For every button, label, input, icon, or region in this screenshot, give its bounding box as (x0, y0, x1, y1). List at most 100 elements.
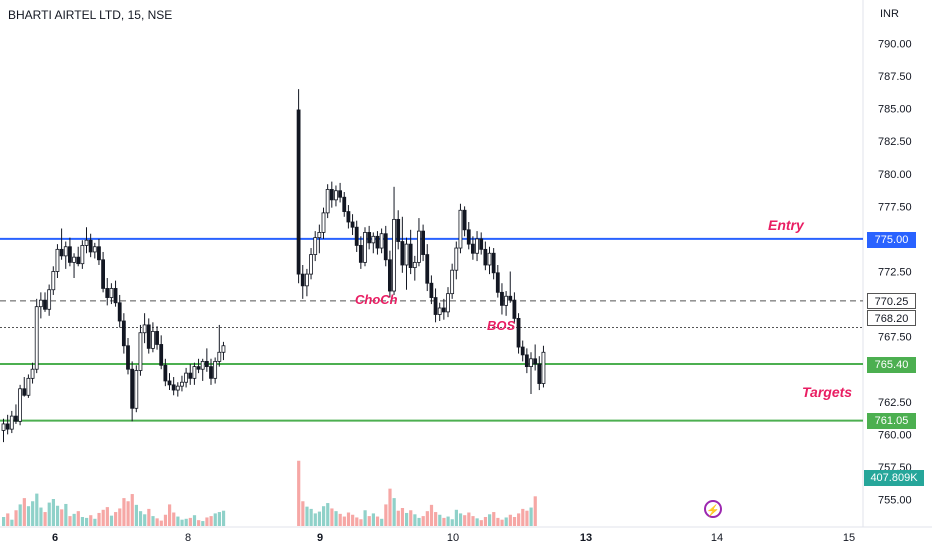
candle-body (495, 272, 500, 293)
candle-body (38, 299, 43, 308)
candle-body (363, 232, 367, 263)
volume-bar (172, 512, 176, 526)
volume-bar (475, 518, 479, 526)
candle-body (9, 415, 14, 430)
candle-body (184, 372, 189, 383)
candle-body (487, 252, 492, 266)
volume-bar (359, 519, 363, 526)
candle-body (375, 235, 380, 249)
candle-body (417, 230, 421, 263)
volume-bar (355, 517, 359, 526)
volume-bar (517, 513, 521, 526)
candle-body (392, 218, 396, 292)
volume-bar (192, 515, 197, 526)
volume-bar (508, 514, 512, 526)
volume-bar (151, 516, 155, 526)
chart-title: BHARTI AIRTEL LTD, 15, NSE (8, 8, 173, 22)
candle-body (508, 295, 513, 301)
candle-body (446, 293, 450, 313)
volume-bar (463, 515, 467, 526)
candle-body (22, 388, 27, 396)
volume-bar (525, 510, 529, 526)
volume-bar (322, 506, 326, 526)
candle-body (309, 254, 313, 275)
volume-bar (342, 516, 346, 526)
volume-bar (68, 516, 72, 526)
volume-bar (446, 516, 450, 526)
candle-body (346, 211, 351, 223)
candle-body (512, 299, 517, 319)
candle-body (296, 109, 301, 275)
candle-body (109, 288, 114, 298)
volume-bar (346, 512, 351, 526)
candle-body (404, 243, 409, 266)
candle-body (317, 232, 322, 239)
volume-bar (425, 511, 429, 526)
y-tick-label: 760.00 (878, 429, 912, 441)
candle-body (101, 259, 105, 289)
candle-body (209, 366, 213, 379)
volume-tag: 407.809K (864, 470, 924, 486)
candle-body (14, 415, 18, 422)
volume-bar (39, 507, 43, 526)
volume-bar (301, 501, 305, 526)
volume-bar (101, 509, 105, 526)
x-tick-label: 6 (52, 532, 58, 544)
volume-bar (43, 512, 47, 526)
candle-body (47, 289, 52, 310)
volume-bar (114, 512, 118, 526)
volume-bar (488, 514, 492, 526)
candle-body (483, 248, 488, 266)
candle-body (204, 360, 209, 368)
volume-bar (442, 517, 446, 526)
volume-bar (47, 502, 51, 526)
candle-body (55, 248, 60, 272)
volume-bar (492, 512, 496, 526)
candle-body (313, 237, 318, 255)
target1-price-tag: 765.40 (867, 357, 916, 373)
candle-body (126, 345, 130, 370)
volume-bar (72, 513, 76, 526)
currency-label: INR (880, 8, 899, 20)
candle-body (408, 243, 413, 268)
candle-body (192, 366, 197, 379)
volume-bar (6, 513, 10, 526)
lightning-icon[interactable]: ⚡ (704, 500, 722, 518)
candle-body (188, 372, 193, 379)
volume-bar (97, 512, 101, 526)
y-tick-label: 782.50 (878, 136, 912, 148)
volume-bar (330, 508, 334, 526)
volume-bar (454, 509, 458, 526)
candle-body (383, 233, 388, 261)
choch-annotation: ChoCh (355, 292, 398, 307)
candle-body (379, 233, 384, 249)
volume-bar (392, 498, 396, 526)
candle-body (159, 344, 164, 366)
candle-body (150, 331, 155, 349)
candle-body (458, 209, 463, 249)
volume-bar (134, 504, 138, 526)
candle-body (342, 196, 347, 212)
volume-bar (76, 511, 80, 526)
candle-body (412, 261, 417, 268)
volume-bar (521, 508, 525, 526)
candle-body (59, 248, 64, 257)
volume-bar (326, 503, 330, 526)
candle-body (72, 256, 76, 263)
entry-price-tag: 775.00 (867, 232, 916, 248)
candle-body (196, 366, 201, 370)
bos-price-tag: 768.20 (867, 310, 916, 326)
candle-body (142, 324, 147, 334)
candle-body (479, 238, 484, 250)
volume-bar (55, 505, 60, 526)
volume-bar (188, 517, 192, 526)
volume-bar (18, 504, 22, 526)
candle-body (425, 254, 430, 284)
volume-bar (51, 499, 55, 526)
x-tick-label: 8 (185, 532, 191, 544)
y-tick-label: 772.50 (878, 267, 912, 279)
candle-body (437, 307, 442, 315)
volume-bar (2, 517, 6, 526)
candle-body (524, 354, 529, 368)
